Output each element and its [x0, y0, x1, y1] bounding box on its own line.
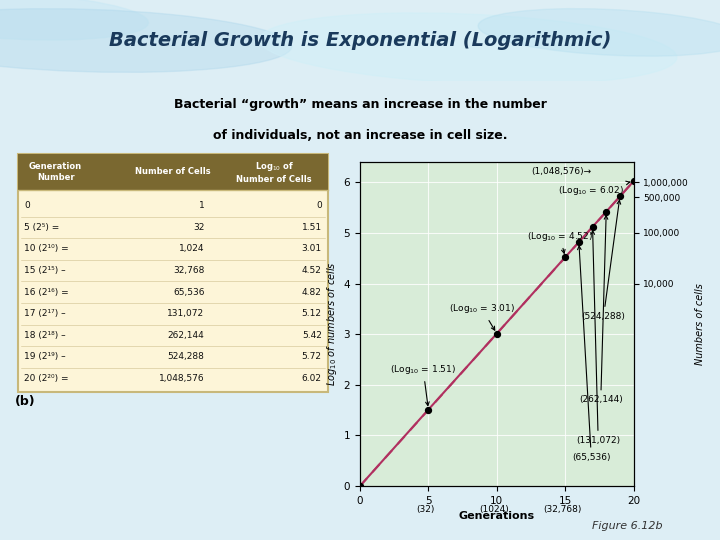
FancyBboxPatch shape: [17, 153, 328, 392]
Point: [354, 482, 366, 490]
Bar: [17, 153, 328, 190]
Text: 1.51: 1.51: [302, 223, 322, 232]
Text: 262,144: 262,144: [168, 331, 204, 340]
Text: Number of Cells: Number of Cells: [135, 167, 211, 177]
Point: [600, 207, 612, 216]
Text: 10 (2¹⁰) =: 10 (2¹⁰) =: [24, 245, 68, 253]
Text: of individuals, not an increase in cell size.: of individuals, not an increase in cell …: [212, 129, 508, 141]
Text: (1,048,576)→: (1,048,576)→: [531, 167, 591, 176]
Point: [573, 238, 585, 246]
Text: (32): (32): [416, 505, 435, 514]
Text: 32,768: 32,768: [173, 266, 204, 275]
Point: [559, 253, 571, 261]
Text: (131,072): (131,072): [576, 231, 620, 445]
Text: 131,072: 131,072: [167, 309, 204, 318]
Point: [491, 329, 503, 338]
Ellipse shape: [478, 9, 720, 56]
Text: 4.82: 4.82: [302, 288, 322, 296]
Text: 19 (2¹⁹) –: 19 (2¹⁹) –: [24, 353, 66, 361]
Text: 5 (2⁵) =: 5 (2⁵) =: [24, 223, 59, 232]
Text: 32: 32: [193, 223, 204, 232]
Ellipse shape: [0, 0, 148, 40]
Text: (65,536): (65,536): [572, 246, 611, 462]
Text: 1,048,576: 1,048,576: [159, 374, 204, 383]
Text: Log$_{10}$ of
Number of Cells: Log$_{10}$ of Number of Cells: [236, 160, 312, 184]
Text: (b): (b): [14, 395, 35, 408]
Y-axis label: Log$_{10}$ of numbers of cells: Log$_{10}$ of numbers of cells: [325, 262, 340, 386]
Point: [587, 222, 598, 231]
Text: (Log$_{10}$ = 3.01): (Log$_{10}$ = 3.01): [449, 302, 515, 330]
Text: (Log$_{10}$ = 6.02): (Log$_{10}$ = 6.02): [559, 181, 630, 198]
Text: 65,536: 65,536: [173, 288, 204, 296]
Text: Figure 6.12b: Figure 6.12b: [592, 521, 662, 531]
Text: Generation
Number: Generation Number: [29, 162, 82, 181]
X-axis label: Generations: Generations: [459, 511, 535, 521]
Text: 18 (2¹⁸) –: 18 (2¹⁸) –: [24, 331, 66, 340]
Ellipse shape: [259, 13, 677, 84]
Text: 1: 1: [199, 201, 204, 210]
Text: (Log$_{10}$ = 1.51): (Log$_{10}$ = 1.51): [390, 363, 456, 406]
Text: (524,288): (524,288): [582, 200, 626, 321]
Text: 524,288: 524,288: [168, 353, 204, 361]
Point: [628, 177, 639, 186]
Text: Bacterial Growth is Exponential (Logarithmic): Bacterial Growth is Exponential (Logarit…: [109, 31, 611, 50]
Text: 3.01: 3.01: [302, 245, 322, 253]
Text: 1,024: 1,024: [179, 245, 204, 253]
Text: 5.12: 5.12: [302, 309, 322, 318]
Text: 5.42: 5.42: [302, 331, 322, 340]
Text: (32,768): (32,768): [544, 505, 582, 514]
Text: 17 (2¹⁷) –: 17 (2¹⁷) –: [24, 309, 66, 318]
Text: (Log$_{10}$ = 4.52): (Log$_{10}$ = 4.52): [527, 230, 593, 253]
Y-axis label: Numbers of cells: Numbers of cells: [695, 283, 705, 365]
Text: Bacterial “growth” means an increase in the number: Bacterial “growth” means an increase in …: [174, 98, 546, 111]
Text: (1024): (1024): [480, 505, 509, 514]
Text: 6.02: 6.02: [302, 374, 322, 383]
Text: 4.52: 4.52: [302, 266, 322, 275]
Text: 20 (2²⁰) =: 20 (2²⁰) =: [24, 374, 68, 383]
Text: 16 (2¹⁶) =: 16 (2¹⁶) =: [24, 288, 68, 296]
Text: 5.72: 5.72: [302, 353, 322, 361]
Text: (262,144): (262,144): [579, 215, 623, 404]
Text: 15 (2¹⁵) –: 15 (2¹⁵) –: [24, 266, 66, 275]
Text: 0: 0: [24, 201, 30, 210]
Point: [614, 192, 626, 201]
Text: 0: 0: [316, 201, 322, 210]
Point: [423, 405, 434, 414]
Ellipse shape: [0, 9, 292, 72]
